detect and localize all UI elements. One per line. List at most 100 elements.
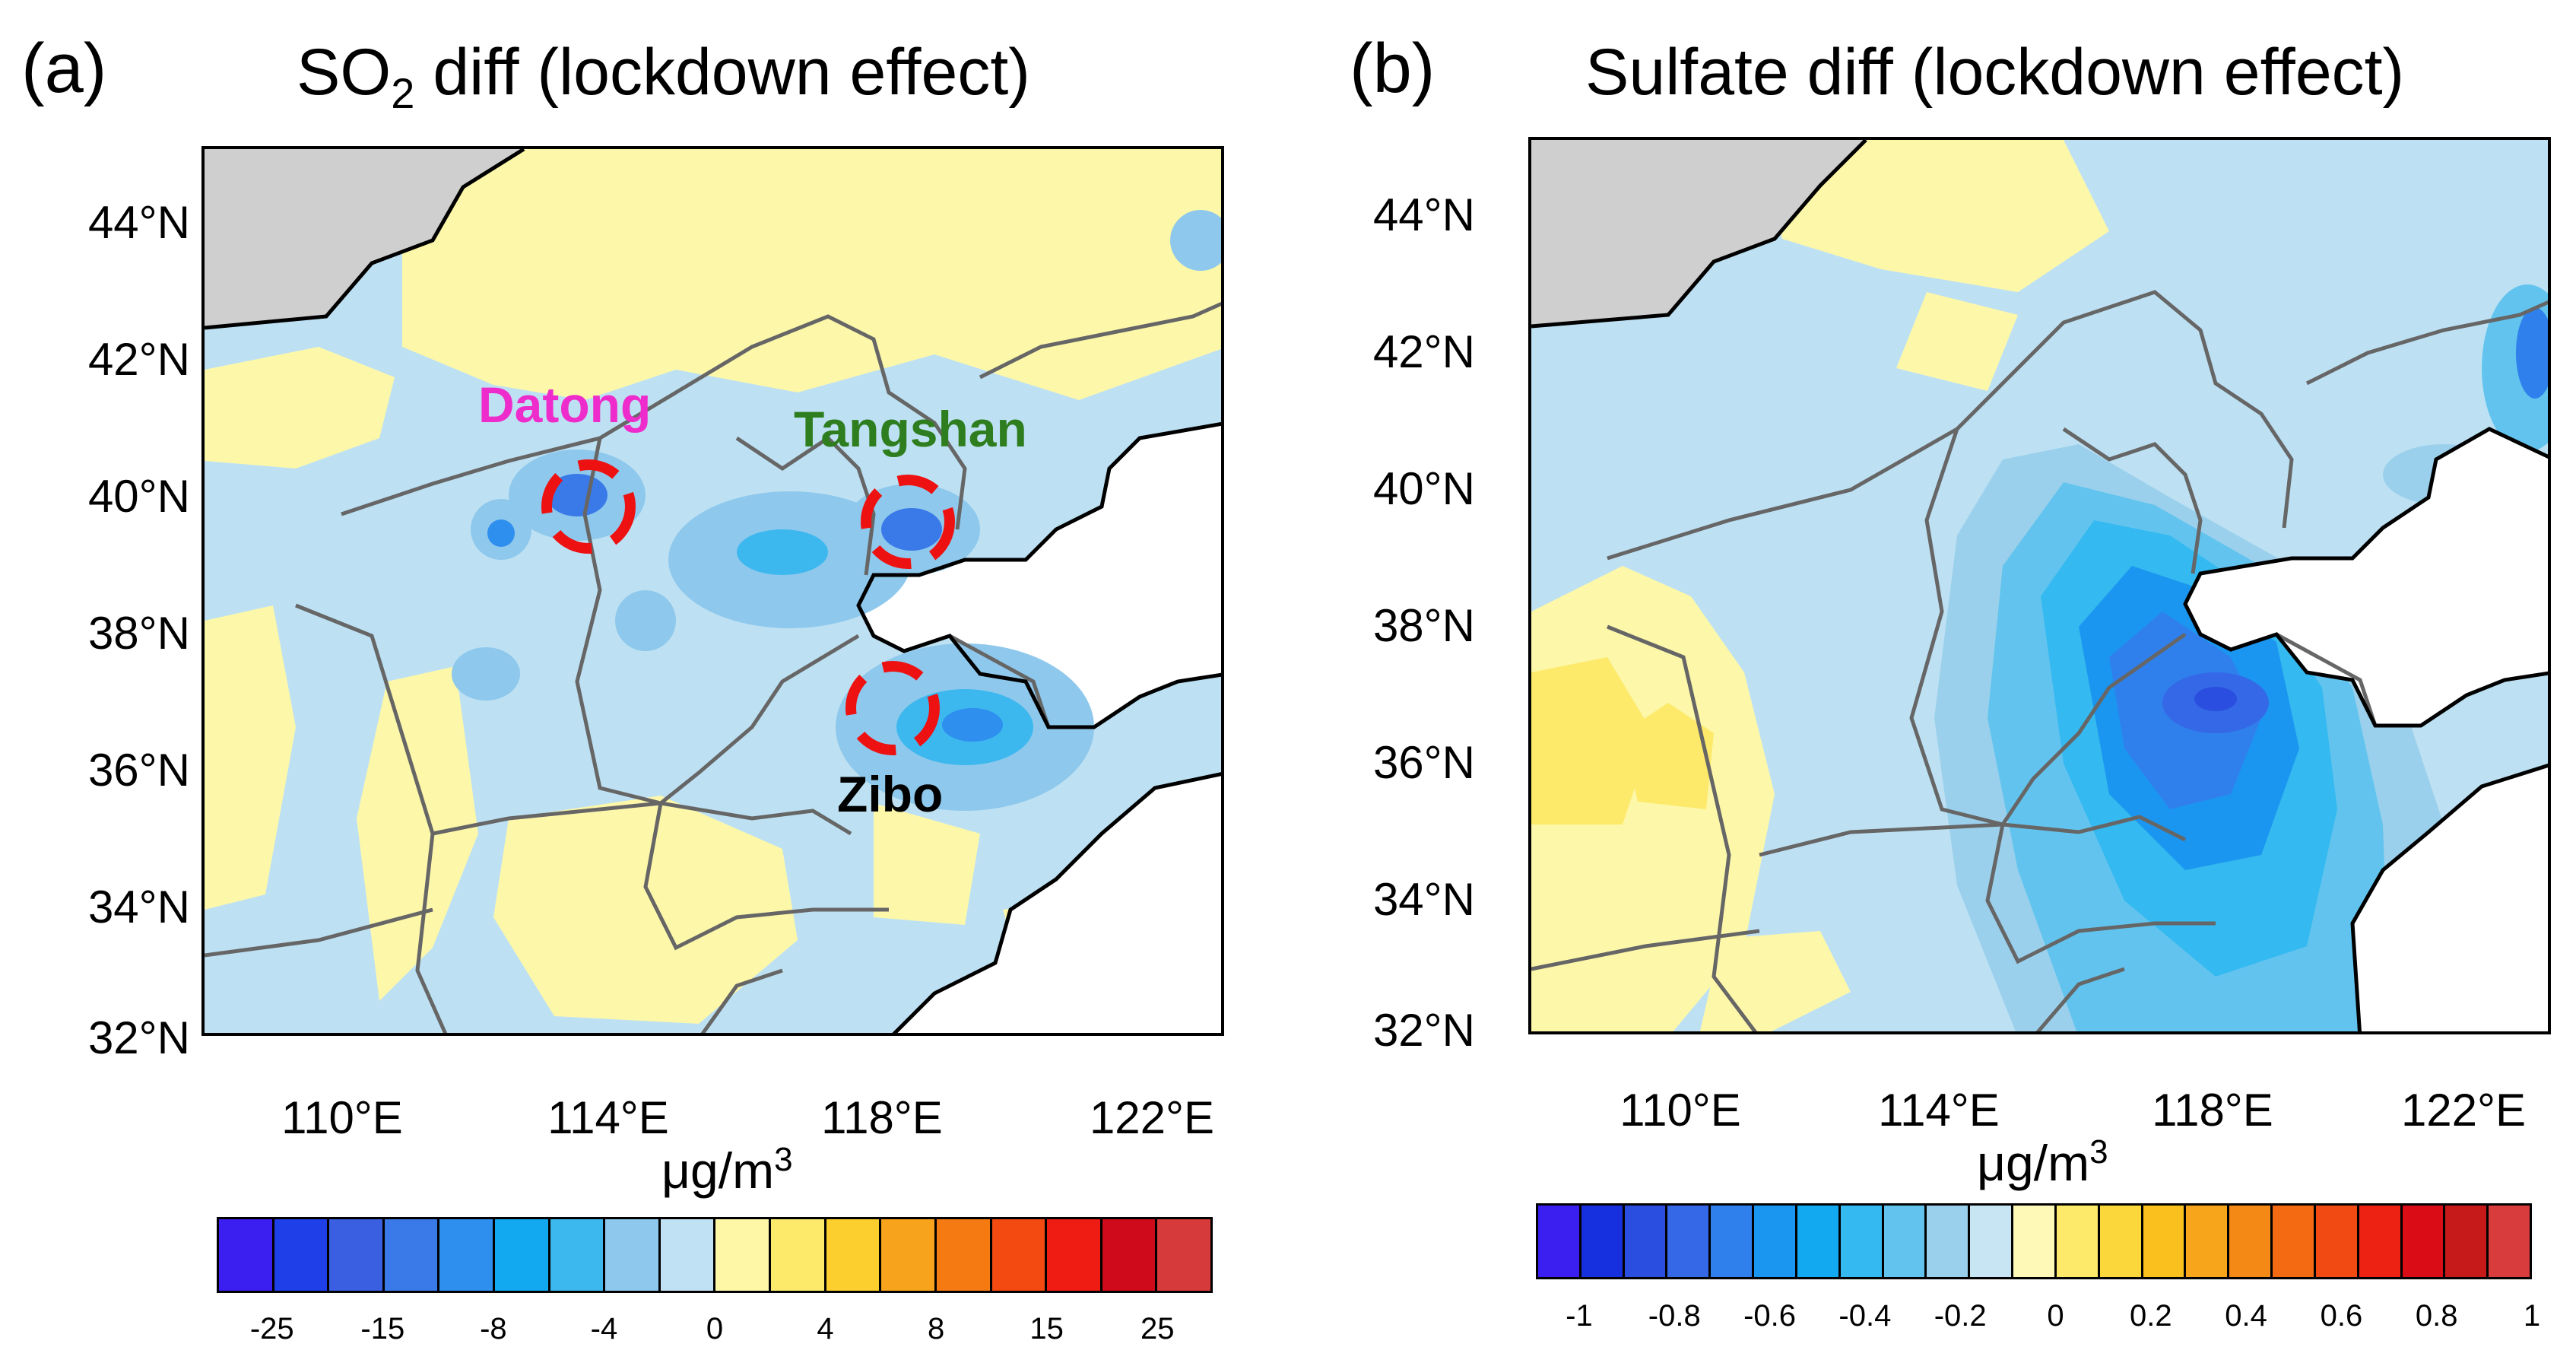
- panel-b-lon-114: 114°E: [1878, 1085, 2000, 1136]
- colorbar-swatch: [2056, 1206, 2100, 1277]
- colorbar-label: 0: [706, 1312, 724, 1346]
- colorbar-swatch: [936, 1219, 992, 1291]
- colorbar-swatch: [2489, 1206, 2530, 1277]
- panel-b-unit: μg/m3: [1977, 1133, 2108, 1192]
- panel-a-lat-42: 42°N: [87, 334, 190, 385]
- colorbar-swatch: [384, 1219, 440, 1291]
- panel-a-title: SO2 diff (lockdown effect): [297, 35, 1030, 118]
- tangshan-ring: [861, 475, 955, 569]
- colorbar-swatch: [605, 1219, 661, 1291]
- panel-a-lat-32: 32°N: [87, 1012, 190, 1063]
- colorbar-swatch: [2229, 1206, 2273, 1277]
- colorbar-swatch: [1157, 1219, 1210, 1291]
- colorbar-swatch: [1711, 1206, 1755, 1277]
- colorbar-label: -0.6: [1743, 1299, 1797, 1333]
- panel-b-lat-42: 42°N: [1372, 326, 1475, 377]
- panel-a-unit: μg/m3: [661, 1141, 793, 1199]
- panel-b-lat-34: 34°N: [1372, 874, 1475, 925]
- colorbar-label: -8: [480, 1312, 507, 1346]
- colorbar-swatch: [826, 1219, 882, 1291]
- colorbar-label: 0.4: [2225, 1299, 2267, 1333]
- colorbar-swatch: [2402, 1206, 2446, 1277]
- zibo-ring: [845, 661, 940, 755]
- colorbar-swatch: [715, 1219, 772, 1291]
- colorbar-swatch: [1754, 1206, 1797, 1277]
- colorbar-swatch: [2315, 1206, 2359, 1277]
- colorbar-swatch: [1102, 1219, 1158, 1291]
- colorbar-swatch: [495, 1219, 550, 1291]
- colorbar-swatch: [2273, 1206, 2316, 1277]
- colorbar-swatch: [1927, 1206, 1971, 1277]
- colorbar-label: 0.2: [2129, 1299, 2172, 1333]
- colorbar-swatch: [1047, 1219, 1102, 1291]
- panel-a-lon-110: 110°E: [281, 1092, 403, 1143]
- panel-b-unit-text: μg/m: [1977, 1135, 2090, 1191]
- colorbar-label: -25: [249, 1312, 294, 1346]
- colorbar-label: 15: [1029, 1312, 1064, 1346]
- panel-a-lat-44: 44°N: [87, 197, 190, 248]
- colorbar-label: 1: [2523, 1299, 2541, 1333]
- colorbar-swatch: [2013, 1206, 2057, 1277]
- panel-a-unit-sup: 3: [774, 1141, 793, 1178]
- panel-a-title-sub: 2: [391, 69, 415, 117]
- colorbar-swatch: [771, 1219, 826, 1291]
- colorbar-swatch: [1970, 1206, 2014, 1277]
- colorbar-label: 0: [2047, 1299, 2064, 1333]
- colorbar-label: 8: [927, 1312, 945, 1346]
- panel-b-lat-44: 44°N: [1372, 189, 1475, 240]
- panel-a-field: [205, 149, 1221, 1033]
- datong-ring: [541, 459, 636, 554]
- colorbar-swatch: [274, 1219, 330, 1291]
- panel-a-lat-40: 40°N: [87, 471, 190, 522]
- colorbar-swatch: [550, 1219, 606, 1291]
- colorbar-swatch: [1667, 1206, 1712, 1277]
- colorbar-swatch: [2186, 1206, 2230, 1277]
- panel-b-lat-32: 32°N: [1372, 1005, 1475, 1056]
- panel-b-lat-38: 38°N: [1372, 600, 1475, 651]
- panel-b-lon-118: 118°E: [2152, 1085, 2273, 1136]
- panel-a-lon-122: 122°E: [1089, 1092, 1215, 1143]
- city-label-tangshan: Tangshan: [794, 401, 1027, 457]
- colorbar-swatch: [439, 1219, 496, 1291]
- colorbar-swatch: [1797, 1206, 1841, 1277]
- colorbar-swatch: [991, 1219, 1048, 1291]
- colorbar-swatch: [1840, 1206, 1884, 1277]
- panel-a-lat-38: 38°N: [87, 608, 190, 659]
- panel-a-title-rest: diff (lockdown effect): [414, 36, 1030, 109]
- colorbar-swatch: [2445, 1206, 2489, 1277]
- colorbar-label: -0.2: [1934, 1299, 1987, 1333]
- colorbar-label: -15: [360, 1312, 405, 1346]
- colorbar-label: 0.8: [2415, 1299, 2458, 1333]
- colorbar-label: -0.8: [1648, 1299, 1701, 1333]
- panel-a-lon-118: 118°E: [821, 1092, 943, 1143]
- colorbar-label: -4: [590, 1312, 618, 1346]
- panel-a-map: Datong Tangshan Zibo: [201, 146, 1224, 1036]
- panel-b-field: [1531, 140, 2548, 1031]
- panel-b-letter: (b): [1350, 30, 1436, 107]
- panel-b-lat-36: 36°N: [1372, 737, 1475, 788]
- city-label-zibo: Zibo: [837, 766, 944, 822]
- panel-b-unit-sup: 3: [2089, 1133, 2108, 1171]
- panel-a-unit-text: μg/m: [661, 1142, 775, 1199]
- colorbar-label: -0.4: [1838, 1299, 1892, 1333]
- colorbar-swatch: [2143, 1206, 2187, 1277]
- colorbar-label: 25: [1140, 1312, 1175, 1346]
- colorbar-swatch: [2359, 1206, 2403, 1277]
- colorbar-swatch: [881, 1219, 937, 1291]
- panel-a-lat-36: 36°N: [87, 745, 190, 796]
- panel-a-lat-34: 34°N: [87, 882, 190, 932]
- panel-b-title: Sulfate diff (lockdown effect): [1585, 36, 2405, 109]
- panel-a-letter: (a): [21, 30, 107, 107]
- panel-a-lon-114: 114°E: [547, 1092, 669, 1143]
- colorbar-swatch: [219, 1219, 274, 1291]
- colorbar-swatch: [329, 1219, 385, 1291]
- city-label-datong: Datong: [478, 376, 652, 433]
- panel-b-colorbar: [1536, 1203, 2532, 1279]
- colorbar-label: 0.6: [2320, 1299, 2363, 1333]
- colorbar-label: -1: [1566, 1299, 1593, 1333]
- colorbar-swatch: [1538, 1206, 1581, 1277]
- panel-b-map: [1528, 137, 2551, 1034]
- colorbar-swatch: [660, 1219, 716, 1291]
- colorbar-swatch: [2099, 1206, 2143, 1277]
- colorbar-label: 4: [817, 1312, 834, 1346]
